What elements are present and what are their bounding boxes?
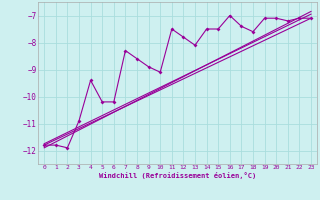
X-axis label: Windchill (Refroidissement éolien,°C): Windchill (Refroidissement éolien,°C) xyxy=(99,172,256,179)
